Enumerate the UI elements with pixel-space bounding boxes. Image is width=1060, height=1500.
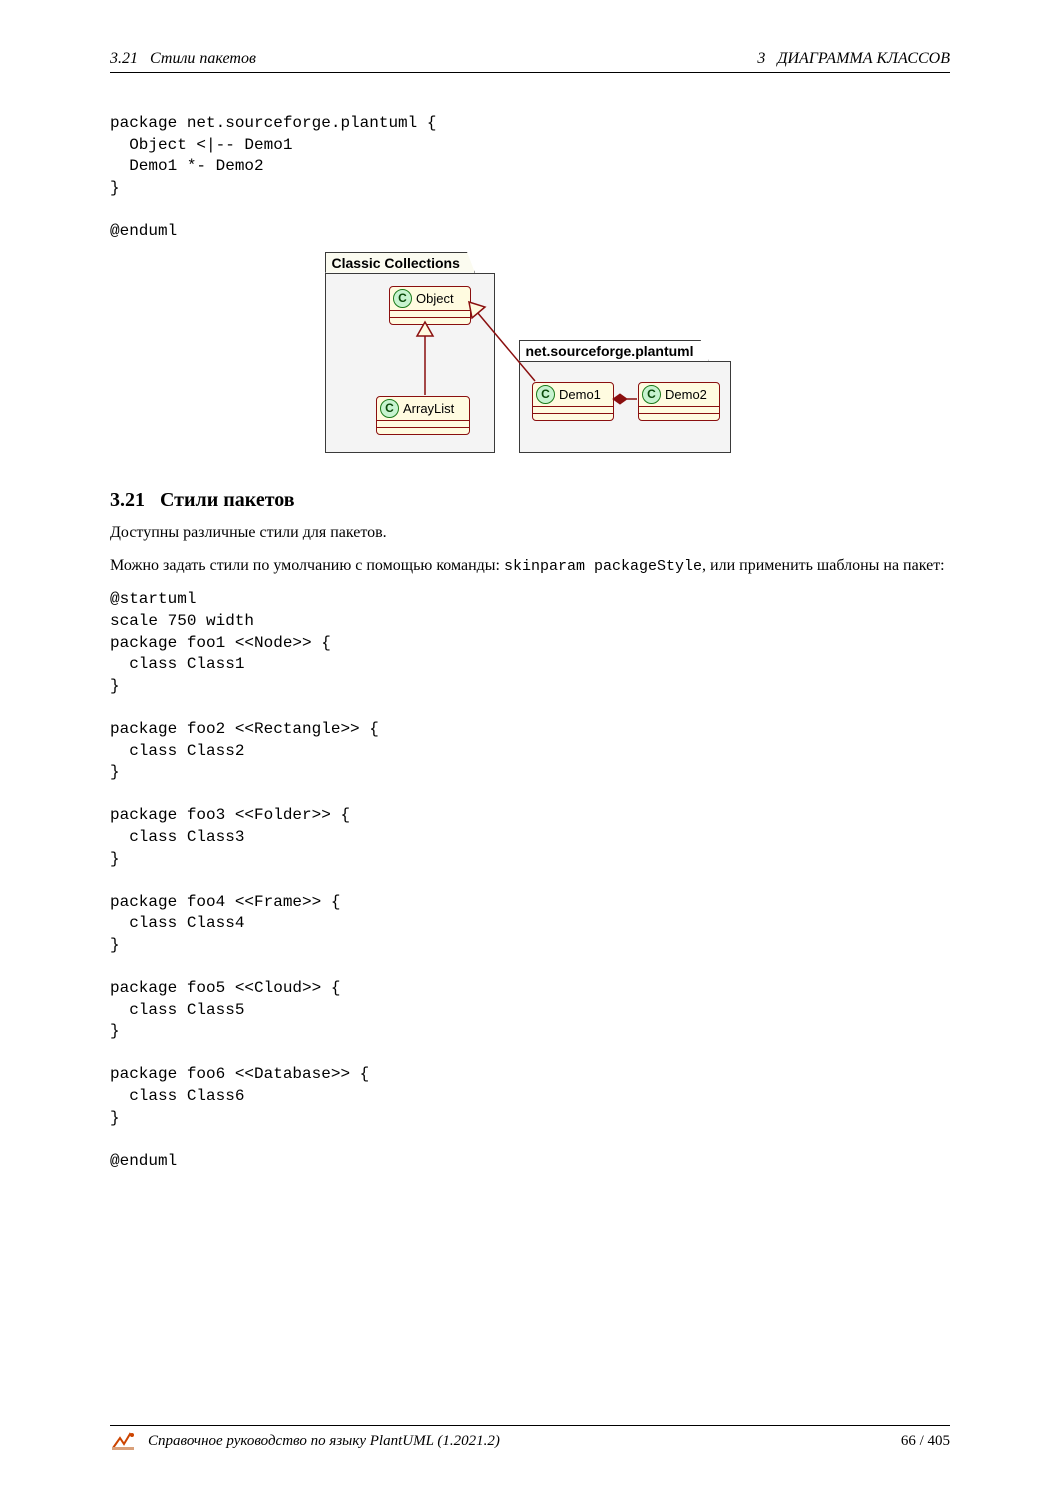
- page-total: 405: [928, 1433, 951, 1449]
- package-plantuml: net.sourceforge.plantuml C Demo1 C Demo2: [519, 361, 731, 453]
- uml-diagram-container: Classic Collections C Object C ArrayList: [110, 251, 950, 461]
- class-name: Demo2: [665, 387, 707, 402]
- paragraph-2: Можно задать стили по умолчанию с помощь…: [110, 555, 950, 577]
- para2-post: , или применить шаблоны на пакет:: [702, 557, 945, 574]
- class-name: Object: [416, 291, 454, 306]
- class-arraylist: C ArrayList: [376, 396, 470, 435]
- code-block-1: package net.sourceforge.plantuml { Objec…: [110, 113, 950, 243]
- class-icon: C: [536, 385, 555, 404]
- para2-pre: Можно задать стили по умолчанию с помощь…: [110, 557, 504, 574]
- class-demo2: C Demo2: [638, 382, 720, 421]
- class-icon: C: [393, 289, 412, 308]
- footer-left: Справочное руководство по языку PlantUML…: [110, 1430, 500, 1452]
- header-chapter-number: 3: [757, 50, 765, 67]
- header-right: 3 ДИАГРАММА КЛАССОВ: [757, 50, 950, 68]
- footer-page: 66 / 405: [901, 1433, 950, 1450]
- page-header: 3.21 Стили пакетов 3 ДИАГРАММА КЛАССОВ: [110, 50, 950, 73]
- class-demo1: C Demo1: [532, 382, 614, 421]
- package-classic-collections: Classic Collections C Object C ArrayList: [325, 273, 495, 453]
- header-section-number: 3.21: [110, 50, 138, 67]
- header-section-name: Стили пакетов: [150, 50, 256, 67]
- header-left: 3.21 Стили пакетов: [110, 50, 256, 68]
- code-block-2: @startuml scale 750 width package foo1 <…: [110, 589, 950, 1172]
- class-icon: C: [642, 385, 661, 404]
- package-title: Classic Collections: [325, 252, 475, 273]
- page-sep: /: [916, 1433, 928, 1449]
- class-name: Demo1: [559, 387, 601, 402]
- paragraph-1: Доступны различные стили для пакетов.: [110, 522, 950, 544]
- section-number: 3.21: [110, 489, 145, 511]
- class-icon: C: [380, 399, 399, 418]
- section-title: Стили пакетов: [160, 489, 295, 511]
- class-object: C Object: [389, 286, 471, 325]
- section-heading: 3.21 Стили пакетов: [110, 489, 950, 512]
- package-title: net.sourceforge.plantuml: [519, 340, 709, 361]
- footer-text: Справочное руководство по языку PlantUML…: [148, 1433, 500, 1450]
- header-chapter-name: ДИАГРАММА КЛАССОВ: [777, 50, 950, 67]
- page-footer: Справочное руководство по языку PlantUML…: [110, 1425, 950, 1452]
- class-name: ArrayList: [403, 401, 454, 416]
- page-current: 66: [901, 1433, 916, 1449]
- uml-diagram: Classic Collections C Object C ArrayList: [325, 251, 735, 461]
- plantuml-logo-icon: [110, 1430, 140, 1452]
- para2-command: skinparam packageStyle: [504, 558, 702, 575]
